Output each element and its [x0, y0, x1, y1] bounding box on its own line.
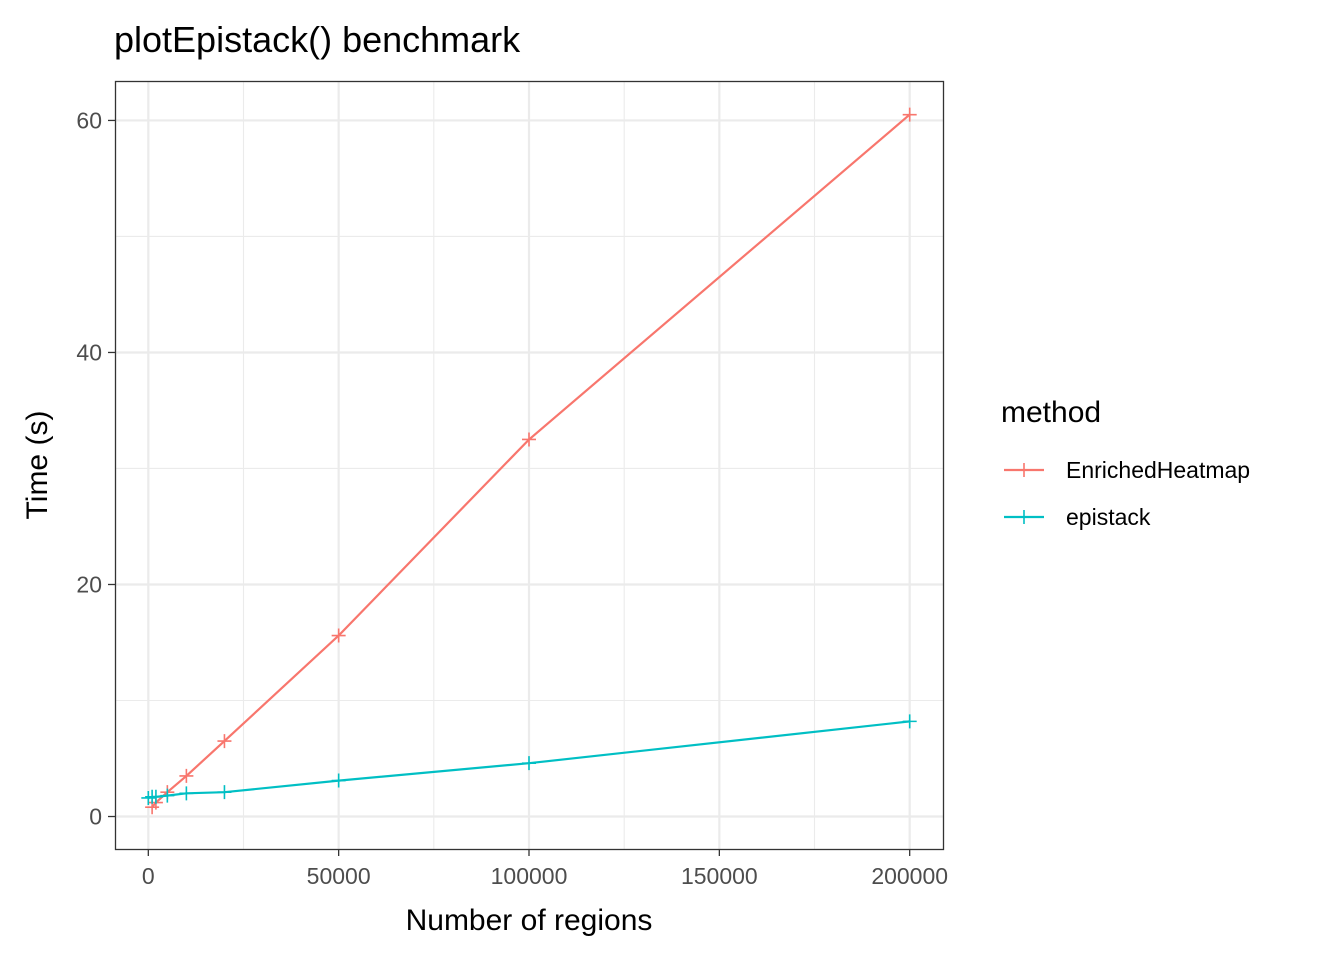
data-point-EnrichedHeatmap-5 — [331, 628, 346, 643]
x-tick-label-4: 200000 — [871, 863, 948, 889]
data-point-epistack-8 — [902, 714, 917, 729]
y-tick-label-3: 60 — [76, 107, 102, 133]
x-tick-label-1: 50000 — [307, 863, 371, 889]
x-tick-label-0: 0 — [142, 863, 155, 889]
data-point-epistack-3 — [160, 788, 175, 803]
grid-major — [115, 81, 943, 849]
data-point-EnrichedHeatmap-4 — [217, 734, 232, 749]
y-axis: 0 20 40 60 — [76, 107, 115, 830]
y-tick-label-2: 40 — [76, 339, 102, 365]
legend-title: method — [1001, 396, 1101, 429]
data-point-EnrichedHeatmap-7 — [902, 107, 917, 122]
data-point-epistack-5 — [217, 785, 232, 800]
data-point-epistack-6 — [331, 773, 346, 788]
series-line-EnrichedHeatmap — [151, 113, 911, 808]
x-axis: 0 50000 100000 150000 200000 — [142, 849, 948, 889]
chart-title: plotEpistack() benchmark — [114, 19, 521, 60]
data-point-epistack-7 — [522, 756, 536, 771]
x-axis-title: Number of regions — [406, 904, 653, 937]
x-tick-label-3: 150000 — [681, 863, 758, 889]
y-tick-label-0: 0 — [89, 804, 102, 830]
y-axis-title: Time (s) — [21, 411, 54, 520]
legend: method EnrichedHeatmap epistack — [1001, 396, 1250, 530]
data-point-epistack-4 — [179, 786, 194, 801]
y-tick-label-1: 20 — [76, 571, 102, 597]
legend-label-EnrichedHeatmap: EnrichedHeatmap — [1066, 457, 1250, 483]
legend-key-marker-epistack — [1017, 510, 1031, 524]
x-tick-label-2: 100000 — [491, 863, 568, 889]
data-point-epistack-2 — [148, 789, 163, 804]
legend-label-epistack: epistack — [1066, 504, 1151, 530]
data-point-EnrichedHeatmap-3 — [179, 768, 194, 783]
series-layer — [141, 107, 917, 815]
data-point-epistack-0 — [141, 790, 156, 805]
data-point-EnrichedHeatmap-6 — [522, 432, 536, 447]
legend-key-marker-EnrichedHeatmap — [1017, 463, 1031, 477]
